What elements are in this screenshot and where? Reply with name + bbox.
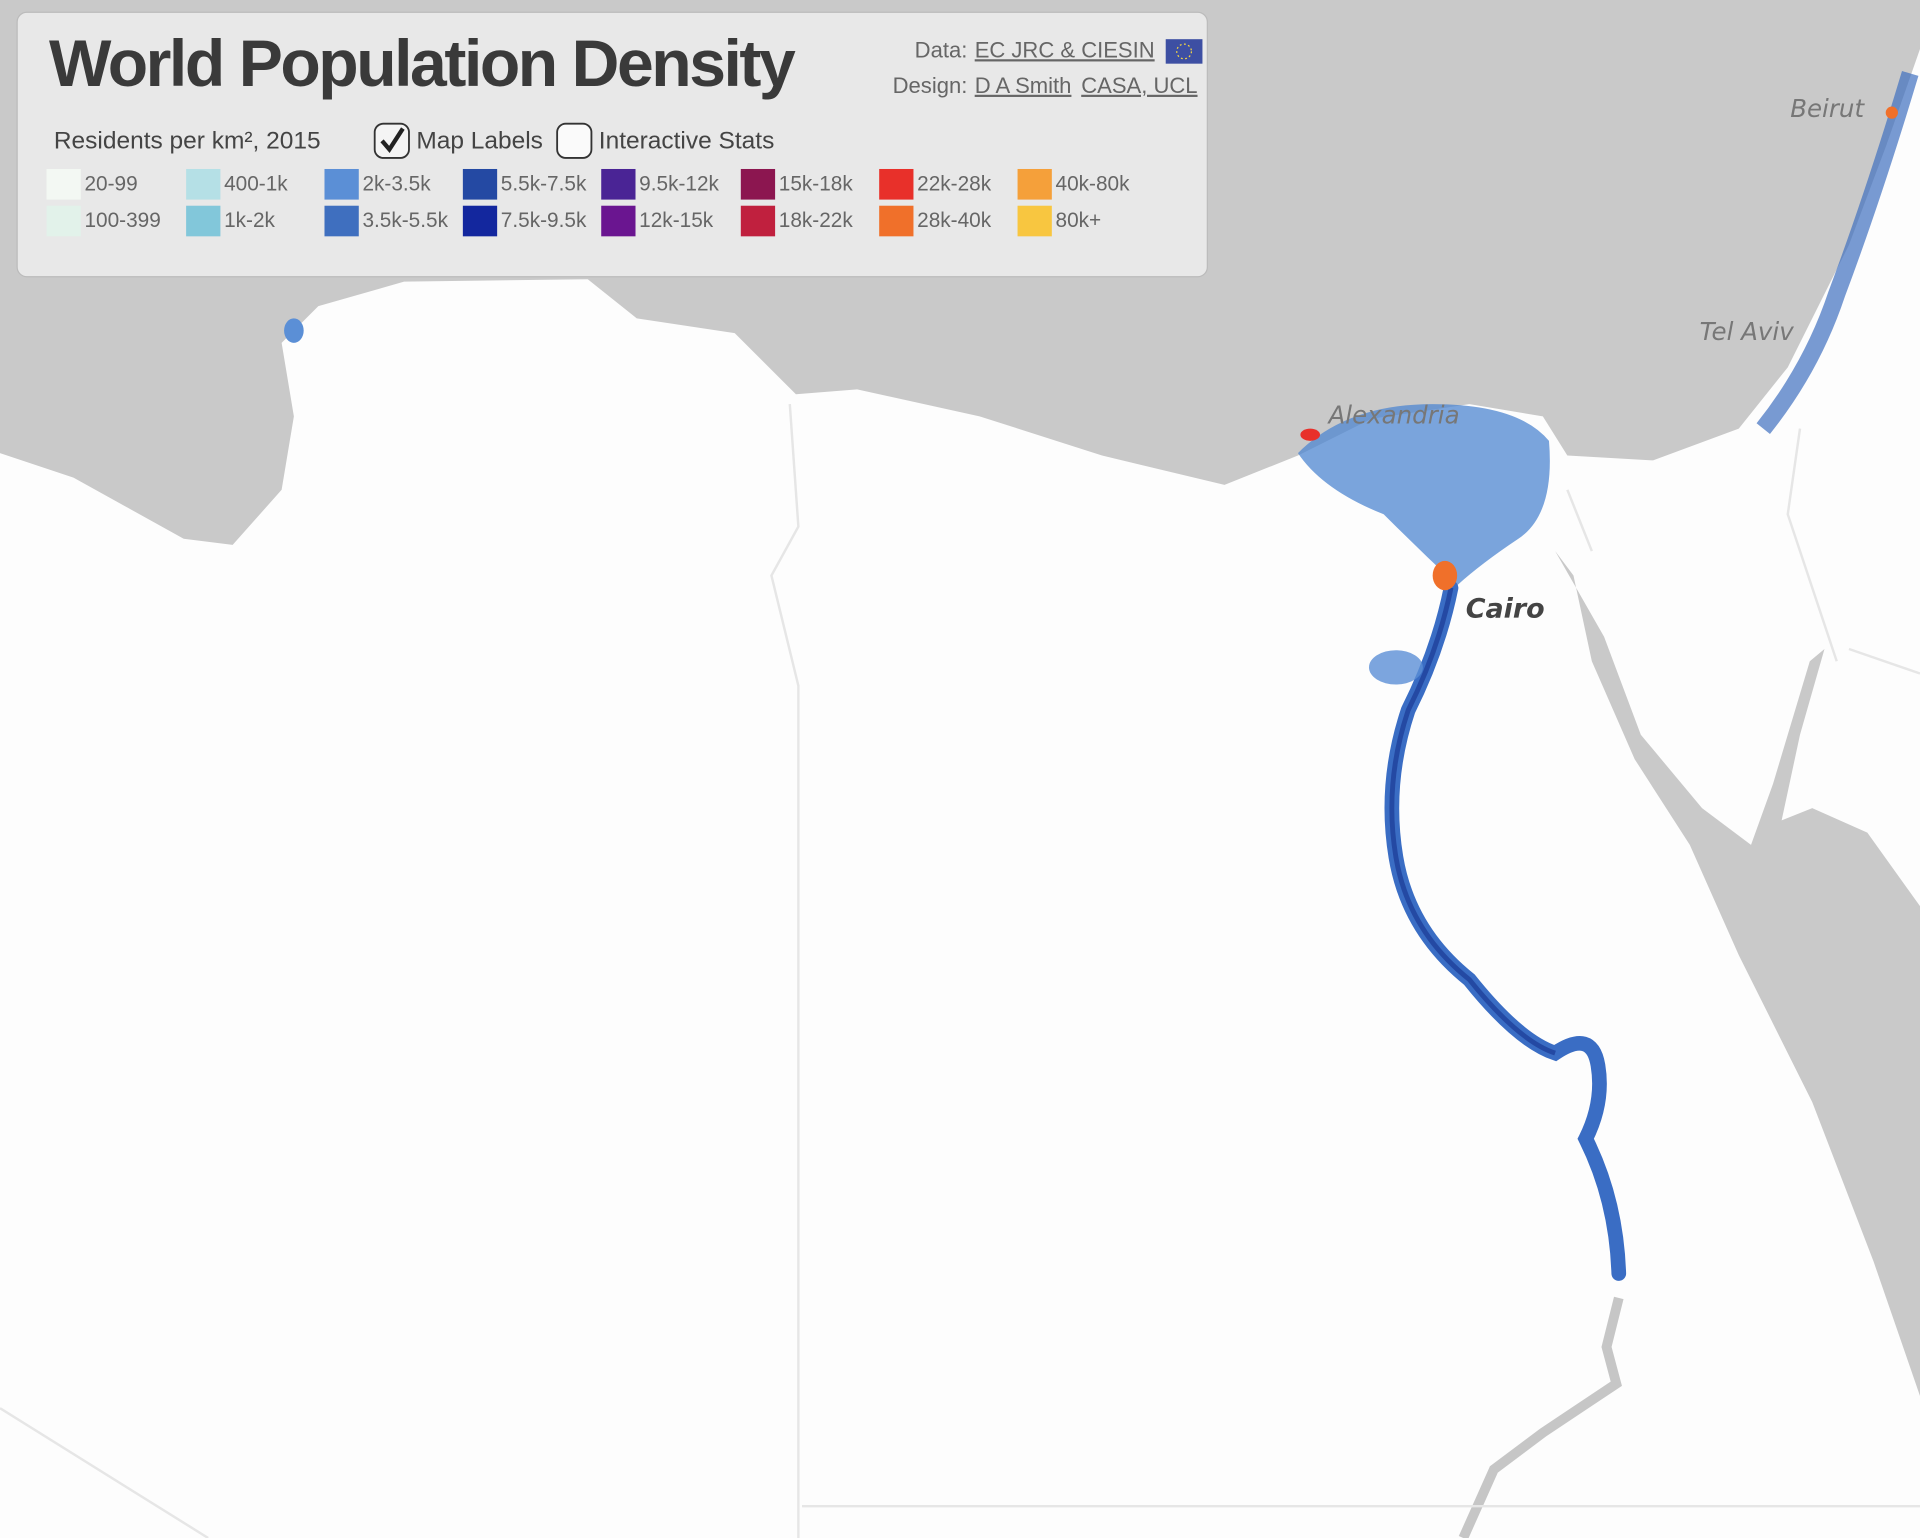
checkbox[interactable] [556, 122, 593, 159]
legend-swatch [740, 205, 776, 237]
legend-swatch [324, 168, 359, 200]
legend-swatch [601, 205, 636, 237]
design-link[interactable]: CASA, UCL [1081, 73, 1197, 98]
legend-swatch [46, 168, 81, 200]
checkmark [380, 127, 405, 153]
info-panel: World Population Density Data: EC JRC & … [16, 11, 1208, 278]
legend-label: 18k-22k [779, 209, 854, 232]
map-label: Beirut [1790, 94, 1865, 123]
legend-swatch [186, 205, 221, 237]
legend-label: 80k+ [1056, 209, 1102, 232]
checkbox[interactable] [373, 122, 410, 159]
legend-swatch [462, 205, 498, 237]
legend-swatch [879, 205, 914, 237]
legend-label: 9.5k-12k [639, 172, 719, 195]
legend-label: 22k-28k [917, 172, 992, 195]
title: World Population Density [49, 27, 796, 101]
map-label: Alexandria [1327, 400, 1460, 429]
legend-label: 100-399 [84, 209, 160, 232]
data-label: Data: [915, 37, 968, 62]
legend-swatch [879, 168, 914, 200]
legend-swatch [46, 205, 81, 237]
population [284, 71, 1919, 1281]
legend-swatch [462, 168, 498, 200]
data-link[interactable]: EC JRC & CIESIN [975, 37, 1155, 62]
legend-swatch [324, 205, 359, 237]
eu-flag [1165, 39, 1203, 64]
legend-label: 3.5k-5.5k [362, 209, 448, 232]
legend-label: 15k-18k [779, 172, 854, 195]
red-sea [1555, 551, 1920, 1396]
legend-swatch [1017, 168, 1052, 200]
eu-stars [1176, 43, 1193, 60]
legend-label: 2k-3.5k [362, 172, 431, 195]
design-link[interactable]: D A Smith [975, 73, 1072, 98]
lake-nasser [1458, 1296, 1624, 1538]
legend-swatch [740, 168, 776, 200]
design-label: Design: [893, 73, 968, 98]
legend-label: 7.5k-9.5k [501, 209, 587, 232]
legend-title: Residents per km², 2015 [54, 128, 321, 155]
map-label: Tel Aviv [1700, 317, 1795, 346]
legend-label: 1k-2k [224, 209, 275, 232]
legend-swatch [601, 168, 636, 200]
legend-swatch [1017, 205, 1052, 237]
legend-label: 40k-80k [1056, 172, 1131, 195]
legend-label: 12k-15k [639, 209, 714, 232]
checkbox-label[interactable]: Interactive Stats [599, 128, 775, 155]
legend-label: 20-99 [84, 172, 137, 195]
checkbox-label[interactable]: Map Labels [416, 128, 543, 155]
legend-label: 400-1k [224, 172, 288, 195]
legend-label: 5.5k-7.5k [501, 172, 587, 195]
legend-swatch [186, 168, 221, 200]
border [0, 404, 1920, 1538]
legend-label: 28k-40k [917, 209, 992, 232]
map-label: Cairo [1466, 593, 1545, 624]
